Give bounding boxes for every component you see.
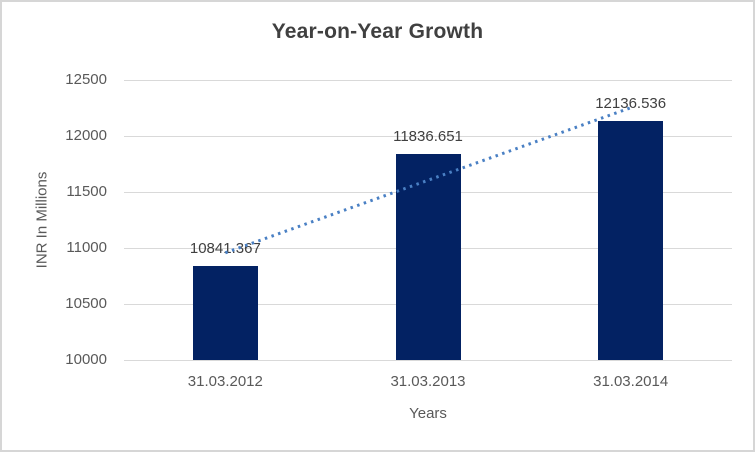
gridline [124,360,732,361]
x-axis-tick-label: 31.03.2012 [187,373,263,390]
y-axis-tick-label: 11000 [66,239,107,256]
y-axis-tick-label: 10500 [65,295,107,312]
bar [395,154,461,360]
y-axis-tick-label: 10000 [65,351,107,368]
x-axis-tick-label: 31.03.2013 [390,373,466,390]
gridline [124,80,732,81]
y-axis-tick-label: 12500 [65,71,107,88]
x-axis-tick-label: 31.03.2014 [593,373,669,390]
bar-data-label: 12136.536 [595,94,667,112]
y-axis-tick-label: 12000 [65,127,107,144]
bar [598,120,664,360]
chart-title: Year-on-Year Growth [271,20,484,43]
bar [192,265,258,360]
bar-data-label: 11836.651 [393,128,463,146]
bar-data-label: 10841.367 [189,239,261,257]
y-axis-tick-label: 11500 [66,183,107,200]
x-axis-title: Years [409,405,447,422]
